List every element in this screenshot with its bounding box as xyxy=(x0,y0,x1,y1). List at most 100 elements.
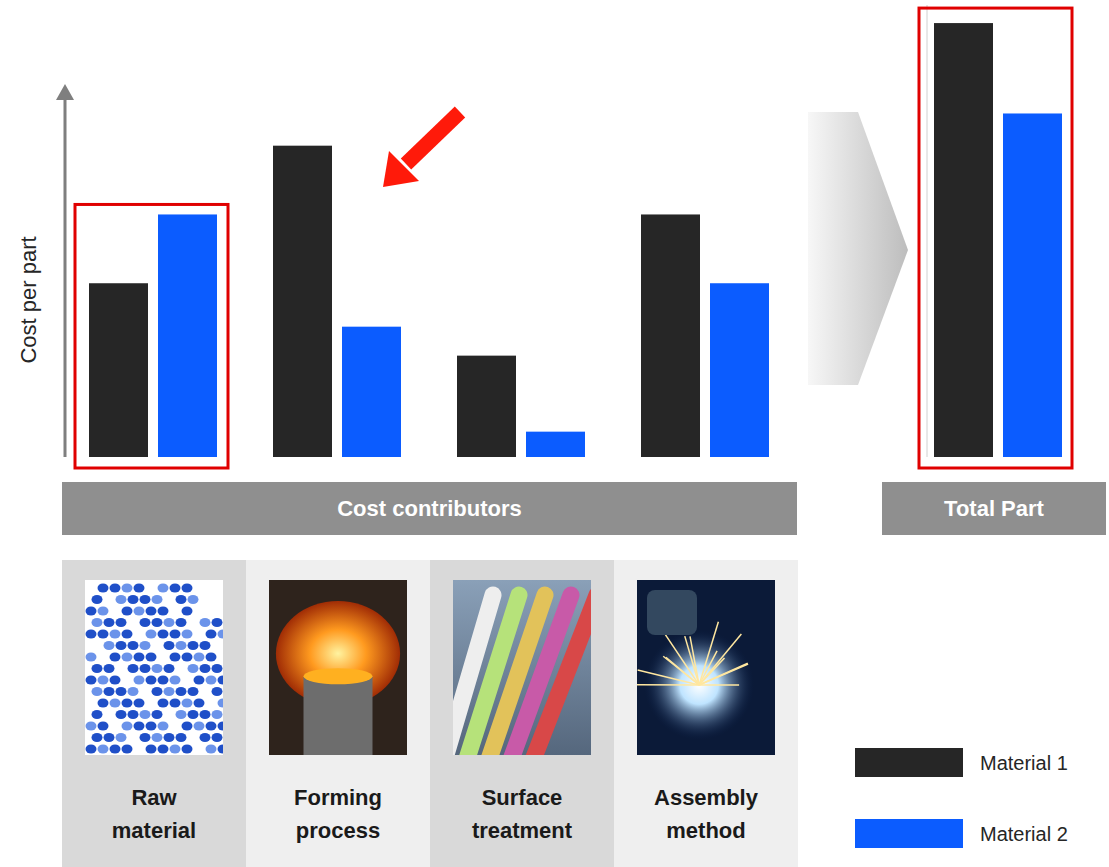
category-icon xyxy=(637,580,775,755)
x-axis-title: Cost contributors xyxy=(337,496,522,521)
icon-pellet xyxy=(86,653,97,662)
icon-tube xyxy=(531,595,591,755)
category-icon xyxy=(85,580,223,755)
category-label-line: material xyxy=(112,818,196,843)
category-icon xyxy=(453,580,591,755)
icon-pellet xyxy=(116,595,127,604)
category-panel xyxy=(62,560,246,867)
icon-pellet xyxy=(218,699,224,708)
icon-pellet xyxy=(206,653,217,662)
icon-pellet xyxy=(164,618,175,627)
icon-pellet xyxy=(146,676,157,685)
icon-pellet xyxy=(194,676,205,685)
icon-pellet xyxy=(146,745,157,754)
bars-group xyxy=(89,146,769,457)
icon-pellet xyxy=(110,584,121,593)
icon-pellet xyxy=(200,710,211,719)
icon-pellet xyxy=(116,618,127,627)
icon-pellet xyxy=(92,618,103,627)
icon-pellet xyxy=(182,745,193,754)
icon-pellet xyxy=(128,664,139,673)
icon-pellet xyxy=(110,676,121,685)
icon-pellet xyxy=(92,733,103,742)
category-label-line: method xyxy=(666,818,745,843)
icon-spark xyxy=(663,656,699,685)
legend-label: Material 1 xyxy=(980,752,1068,774)
bar xyxy=(710,283,769,457)
bar xyxy=(641,214,700,457)
icon-pellet xyxy=(86,722,97,731)
y-axis-line xyxy=(64,99,67,457)
icon-pellet xyxy=(128,641,139,650)
highlight-box xyxy=(919,8,1072,468)
icon-pellet xyxy=(104,687,115,696)
icon-spark xyxy=(699,684,739,686)
icon-pellet xyxy=(164,687,175,696)
icon-pellet xyxy=(158,745,169,754)
icon-pellet xyxy=(92,595,103,604)
category-label-line: Raw xyxy=(131,785,177,810)
x-label-band xyxy=(62,482,797,535)
category-label-line: treatment xyxy=(472,818,573,843)
x-label-band xyxy=(882,482,1106,535)
icon-pellet xyxy=(206,722,217,731)
icon-pellet xyxy=(158,699,169,708)
bar xyxy=(342,327,401,457)
icon-crucible xyxy=(304,676,373,755)
bar xyxy=(457,356,516,457)
icon-bg xyxy=(85,580,223,755)
icon-pellet xyxy=(176,710,187,719)
bars-group xyxy=(934,23,1062,457)
icon-pellet xyxy=(182,699,193,708)
icon-pellet xyxy=(176,595,187,604)
icon-pellet xyxy=(104,733,115,742)
icon-pellet xyxy=(122,630,133,639)
icon-bg xyxy=(637,580,775,755)
icon-pellet xyxy=(218,745,224,754)
icon-pellet xyxy=(86,607,97,616)
bar xyxy=(158,214,217,457)
category-label-line: process xyxy=(296,818,380,843)
icon-pellet xyxy=(98,630,109,639)
red-arrow-shaft xyxy=(406,112,460,164)
icon-pellet xyxy=(146,653,157,662)
icon-pellet xyxy=(86,630,97,639)
flow-arrow xyxy=(808,112,908,385)
chart-canvas: Cost per part Cost contributors Raw materia… xyxy=(0,0,1109,867)
icon-pellet xyxy=(140,618,151,627)
icon-pellet xyxy=(176,641,187,650)
legend-swatch xyxy=(855,748,963,777)
icon-pellet xyxy=(98,745,109,754)
icon-spark xyxy=(666,657,699,685)
icon-pellet xyxy=(116,687,127,696)
icon-pellet xyxy=(128,710,139,719)
icon-spark xyxy=(699,664,748,685)
icon-pellet xyxy=(170,653,181,662)
legend-label: Material 2 xyxy=(980,823,1068,845)
icon-pellet xyxy=(188,687,199,696)
icon-crucible-top xyxy=(304,668,373,684)
icon-pellet xyxy=(200,618,211,627)
icon-pellet xyxy=(92,687,103,696)
icon-pellet xyxy=(110,699,121,708)
icon-pellet xyxy=(98,722,109,731)
category-label: Raw material xyxy=(112,785,196,843)
category-label: Assemblymethod xyxy=(654,785,759,843)
icon-pellet xyxy=(140,710,151,719)
icon-pellet xyxy=(116,733,127,742)
icon-pellet xyxy=(194,722,205,731)
icon-pellet xyxy=(212,710,223,719)
highlight-box xyxy=(75,204,228,468)
icon-pellet xyxy=(158,630,169,639)
icon-pellet xyxy=(170,630,181,639)
category-panel xyxy=(246,560,430,867)
y-axis-arrowhead xyxy=(56,84,74,100)
icon-pellet xyxy=(194,699,205,708)
icon-pellet xyxy=(182,722,193,731)
y-axis-title: Cost per part xyxy=(16,236,41,363)
icon-pellet xyxy=(104,664,115,673)
icon-pellet xyxy=(158,676,169,685)
icon-pellet xyxy=(164,641,175,650)
icon-bg xyxy=(269,580,407,755)
icon-spark xyxy=(637,684,699,686)
